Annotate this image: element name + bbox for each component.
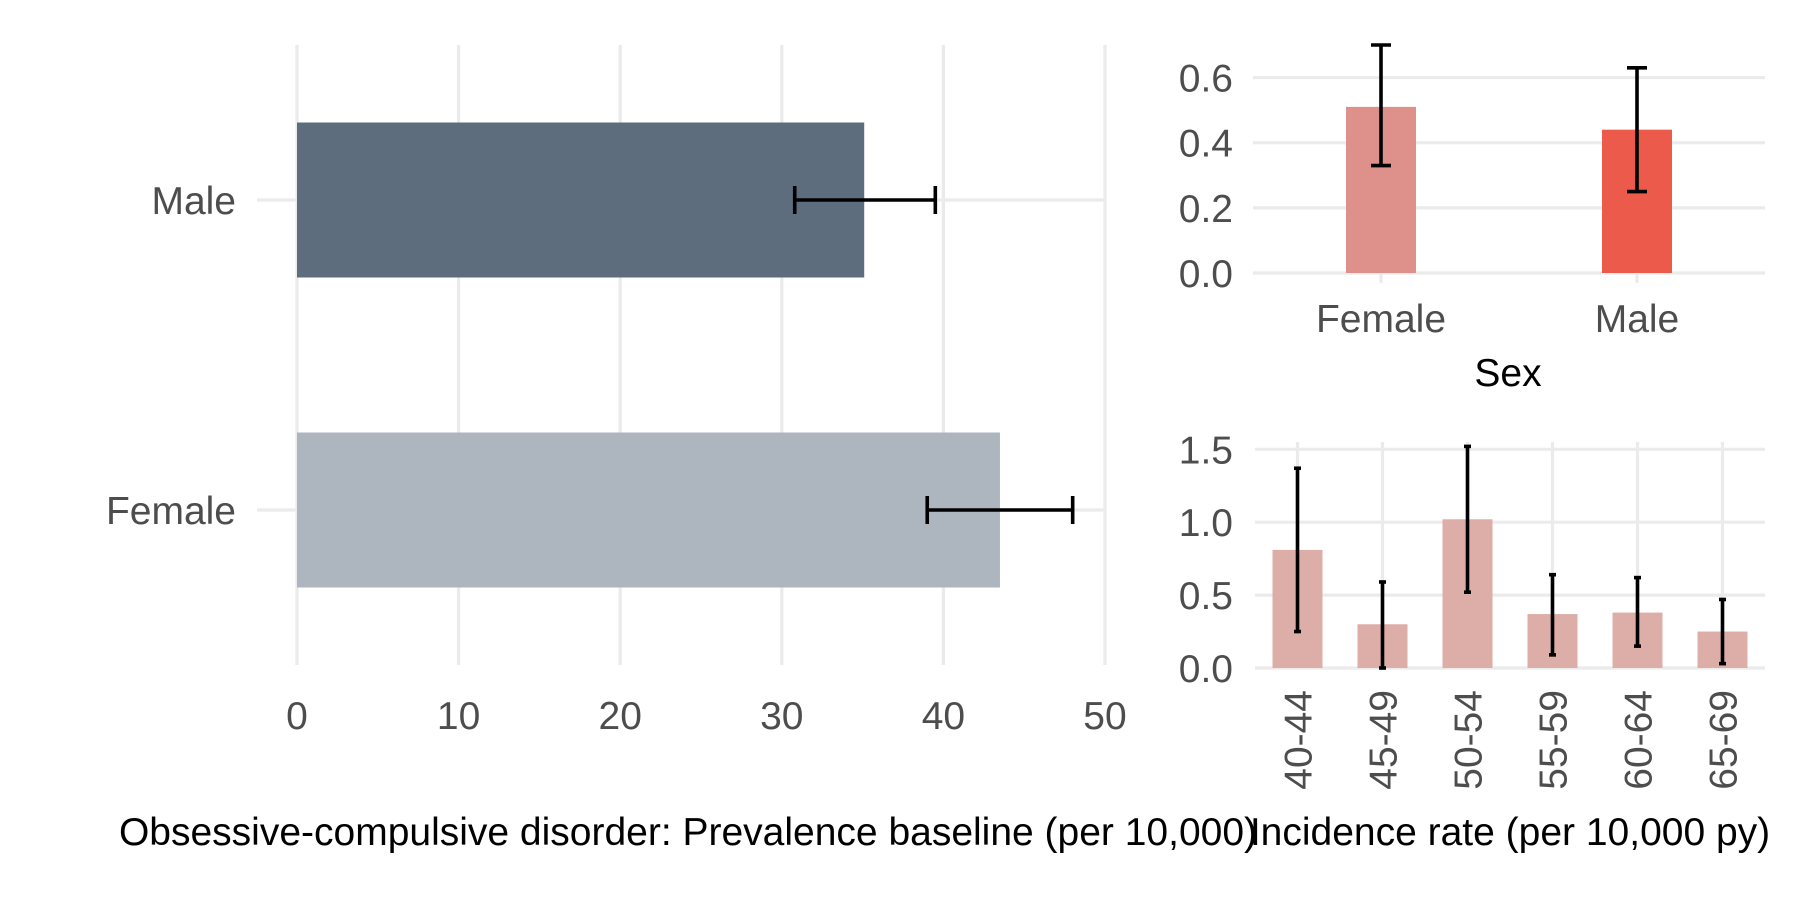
x-tick-label-65-69: 65-69 <box>1703 690 1746 790</box>
x-tick-label-40-44: 40-44 <box>1278 690 1321 790</box>
x-tick-label: 0 <box>286 695 308 738</box>
x-tick-label-55-59: 55-59 <box>1533 690 1576 790</box>
bar-female <box>297 432 1000 588</box>
y-tick-label-female: Female <box>106 490 236 533</box>
x-tick-label: 30 <box>760 695 803 738</box>
bar-male <box>297 122 865 278</box>
y-tick-label: 0.5 <box>1179 575 1233 618</box>
prevalence-panel: Male Female 0 10 20 30 40 50 <box>106 45 1127 738</box>
y-tick-label: 1.0 <box>1179 502 1233 545</box>
x-tick-label: 10 <box>437 695 480 738</box>
x-tick-label-45-49: 45-49 <box>1363 690 1406 790</box>
sex-x-axis-title: Sex <box>1474 352 1542 395</box>
x-tick-label-60-64: 60-64 <box>1618 690 1661 790</box>
x-tick-label-female: Female <box>1316 298 1446 341</box>
prevalence-x-axis-title: Obsessive-compulsive disorder: Prevalenc… <box>119 811 1257 854</box>
age-incidence-panel: 0.0 0.5 1.0 1.5 40-44 45-49 50-54 55-59 60-64 65-… <box>1179 429 1765 790</box>
y-tick-label: 0.0 <box>1179 648 1233 691</box>
y-tick-label-male: Male <box>151 180 236 223</box>
x-tick-label: 50 <box>1083 695 1126 738</box>
x-tick-label: 20 <box>599 695 642 738</box>
y-tick-label: 0.2 <box>1179 188 1233 231</box>
x-tick-label: 40 <box>922 695 965 738</box>
x-tick-label-male: Male <box>1595 298 1680 341</box>
y-tick-label: 0.0 <box>1179 253 1233 296</box>
y-tick-label: 1.5 <box>1179 429 1233 472</box>
y-tick-label: 0.6 <box>1179 58 1233 101</box>
y-tick-label: 0.4 <box>1179 123 1233 166</box>
sex-incidence-panel: 0.0 0.2 0.4 0.6 Female Male <box>1179 43 1765 341</box>
x-tick-label-50-54: 50-54 <box>1448 690 1491 790</box>
incidence-x-axis-title: Incidence rate (per 10,000 py) <box>1250 811 1770 854</box>
